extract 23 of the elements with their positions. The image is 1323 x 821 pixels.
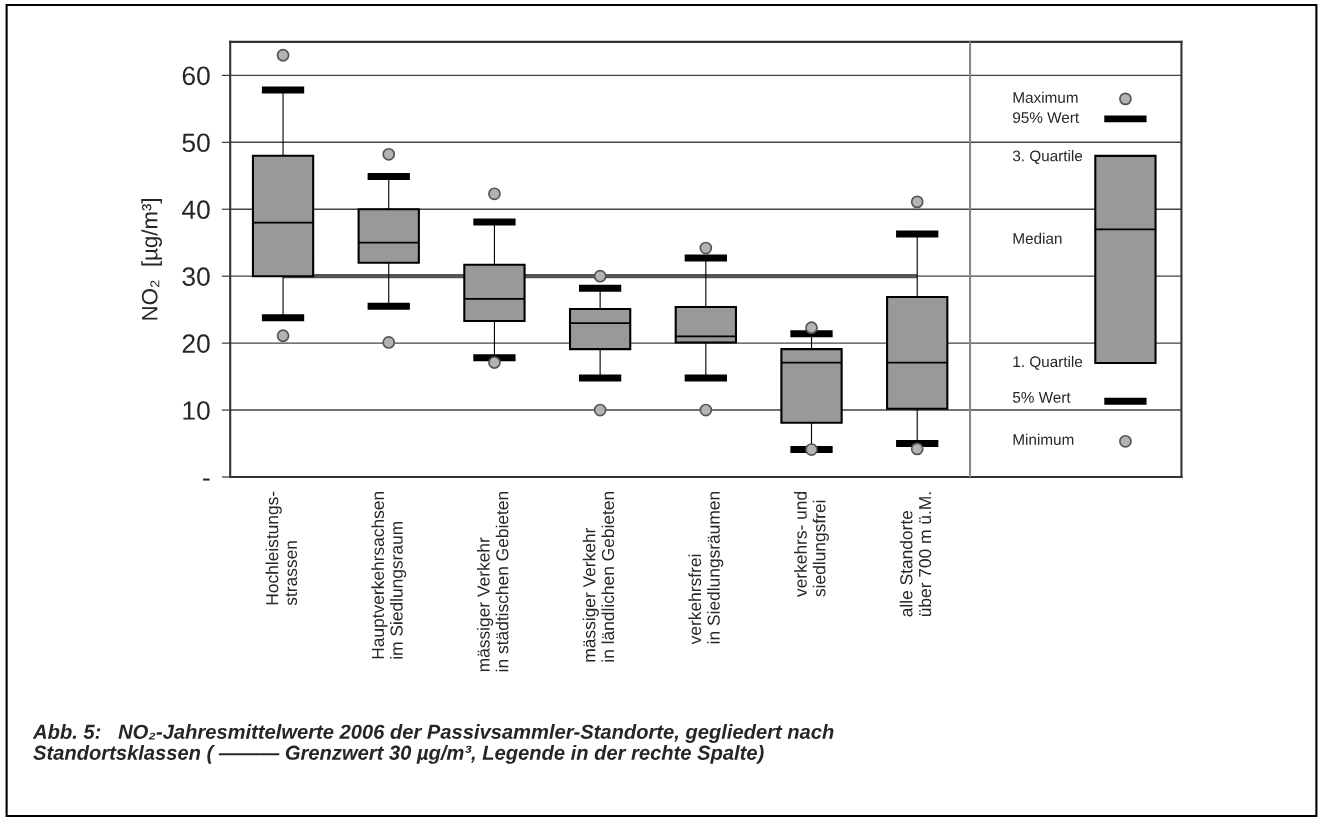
x-tick-label: alle Standorte über 700 m ü.M. bbox=[899, 492, 932, 617]
text: Maximum bbox=[1013, 91, 1078, 103]
y-tick-label: 20 bbox=[182, 334, 210, 353]
text: Abb. 5: NO₂-Jahresmittelwerte 2006 der Passivsammler-Standorte, gegliedert nach Standortsklassen ( ——— Grenzwert 30 µg/m³, Legende in der rechte Spalte) bbox=[32, 724, 834, 764]
y-tick-label: - bbox=[203, 478, 210, 481]
y-tick-label: 60 bbox=[182, 66, 210, 86]
y-tick-label: 30 bbox=[182, 267, 210, 286]
text: 5% Wert bbox=[1012, 392, 1071, 403]
x-tick-label: verkehrsfrei in Siedlungsräumen bbox=[688, 492, 724, 645]
y-axis-title: NO₂ [µg/m³] bbox=[141, 199, 162, 320]
y-tick-label: 50 bbox=[182, 133, 210, 153]
x-tick-label: verkehrs- und siedlungsfrei bbox=[794, 492, 829, 597]
x-tick-label: mässiger Verkehr in städtischen Gebieten bbox=[476, 492, 509, 672]
text: Median bbox=[1013, 232, 1062, 244]
y-tick-label: 40 bbox=[182, 200, 210, 220]
y-tick-label: 10 bbox=[183, 401, 210, 420]
x-tick-label: mässiger Verkehr in ländlichen Gebieten bbox=[582, 492, 615, 662]
text: 95% Wert bbox=[1013, 112, 1080, 123]
text: 1. Quartile bbox=[1013, 355, 1083, 370]
text: Minimum bbox=[1013, 433, 1074, 445]
x-tick-label: Hochleistungs- strassen bbox=[265, 491, 298, 606]
x-tick-label: Hauptverkehrsachsen im Siedlungsraum bbox=[371, 492, 407, 659]
text: 3. Quartile bbox=[1012, 150, 1083, 165]
